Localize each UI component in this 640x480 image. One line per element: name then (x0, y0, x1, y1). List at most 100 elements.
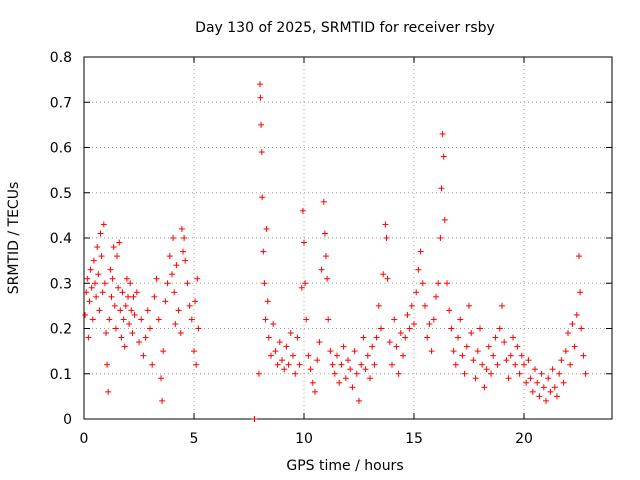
data-point (316, 339, 323, 346)
data-point (106, 316, 113, 323)
data-point (127, 280, 134, 287)
data-point (136, 339, 142, 346)
data-point (109, 275, 116, 282)
data-point (523, 379, 530, 386)
data-point (397, 330, 404, 337)
y-axis-label: SRMTID / TECUs (6, 182, 22, 295)
data-point (96, 307, 103, 314)
data-point (424, 334, 431, 341)
data-point (149, 361, 156, 368)
data-point (261, 280, 268, 287)
data-point (142, 334, 149, 341)
data-point (87, 266, 94, 273)
data-point (147, 325, 153, 332)
data-point (303, 316, 310, 323)
data-point (129, 330, 136, 337)
data-point (140, 352, 147, 359)
data-point (543, 397, 549, 404)
data-point (119, 289, 126, 296)
data-point (551, 384, 558, 391)
data-point (441, 216, 448, 223)
y-tick-label: 0.2 (50, 322, 72, 338)
data-point (270, 320, 277, 327)
data-point (402, 334, 409, 341)
data-point (251, 416, 258, 422)
data-point (193, 361, 200, 368)
data-point (468, 330, 475, 337)
data-point (479, 361, 486, 368)
data-point (430, 316, 437, 323)
y-tick-label: 0.7 (50, 95, 72, 111)
data-point (329, 361, 336, 368)
data-point (305, 352, 312, 359)
data-point (393, 343, 400, 350)
data-point (324, 275, 331, 282)
y-tick-label: 0.5 (50, 186, 72, 202)
data-point (181, 235, 188, 241)
data-point (121, 343, 128, 350)
data-point (438, 185, 445, 192)
data-point (94, 244, 101, 251)
data-point (501, 339, 508, 346)
data-point (123, 275, 130, 282)
data-point (105, 388, 112, 395)
data-point (120, 316, 127, 323)
data-point (417, 248, 424, 255)
data-point (422, 302, 428, 309)
data-point (262, 316, 269, 323)
data-point (455, 334, 461, 341)
data-point (126, 320, 133, 327)
data-point (496, 325, 503, 332)
data-point (122, 302, 129, 309)
data-point (83, 289, 90, 296)
data-point (395, 370, 402, 377)
data-point (258, 121, 265, 128)
data-point (578, 325, 585, 332)
data-point (580, 352, 587, 359)
data-point (151, 293, 158, 300)
data-point (268, 352, 274, 359)
data-point (128, 307, 135, 314)
data-point (419, 280, 426, 287)
data-point (518, 352, 525, 359)
grid (84, 57, 612, 419)
data-point (108, 293, 115, 300)
x-tick-label: 5 (190, 431, 199, 447)
y-tick-label: 0.3 (50, 276, 72, 292)
data-point (452, 361, 459, 368)
data-point (347, 366, 354, 373)
data-point (545, 375, 552, 382)
y-tick-label: 0.6 (50, 141, 72, 157)
data-point (461, 370, 468, 377)
data-point (175, 307, 182, 314)
data-point (194, 275, 201, 282)
data-point (415, 266, 422, 273)
data-point (334, 352, 340, 359)
data-point (116, 239, 123, 246)
data-point (373, 334, 380, 341)
data-point (510, 334, 516, 341)
data-point (279, 357, 285, 364)
data-points (82, 81, 589, 422)
data-point (384, 275, 391, 282)
data-point (130, 293, 137, 300)
data-point (180, 248, 186, 255)
data-point (529, 388, 536, 395)
data-point (265, 334, 272, 341)
data-point (117, 307, 124, 314)
data-point (88, 284, 95, 291)
data-point (389, 361, 395, 368)
data-point (92, 280, 98, 287)
data-point (172, 320, 179, 327)
data-point (556, 370, 563, 377)
data-point (314, 357, 321, 364)
data-point (188, 316, 195, 323)
data-point (169, 271, 175, 278)
data-point (411, 320, 417, 327)
data-point (554, 393, 560, 400)
data-point (82, 311, 89, 318)
data-point (435, 280, 442, 287)
data-point (386, 339, 393, 346)
data-point (413, 289, 420, 296)
